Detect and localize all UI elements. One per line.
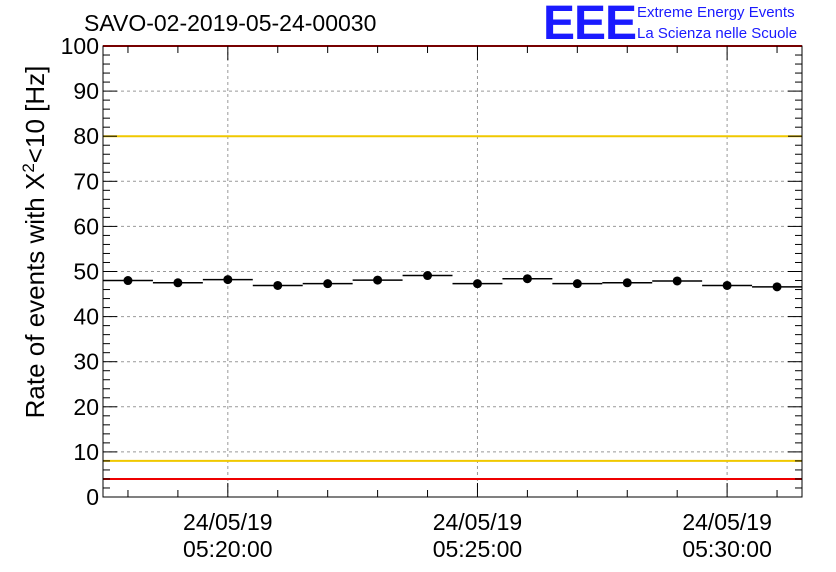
y-tick-label-10: 100 bbox=[61, 33, 99, 59]
eee-logo-line1: Extreme Energy Events bbox=[637, 4, 795, 21]
chart-title: SAVO-02-2019-05-24-00030 bbox=[84, 10, 377, 36]
data-point-13 bbox=[772, 282, 782, 292]
y-tick-label-7: 70 bbox=[73, 168, 99, 194]
x-tick-date-1: 24/05/19 bbox=[433, 509, 523, 535]
x-tick-date-0: 24/05/19 bbox=[183, 509, 273, 535]
y-tick-label-4: 40 bbox=[73, 304, 99, 330]
y-tick-label-3: 30 bbox=[73, 349, 99, 375]
data-point-8 bbox=[522, 274, 532, 284]
data-point-7 bbox=[472, 279, 482, 289]
data-point-12 bbox=[722, 280, 732, 290]
x-tick-time-0: 05:20:00 bbox=[183, 536, 273, 562]
x-tick-time-2: 05:30:00 bbox=[682, 536, 772, 562]
data-point-6 bbox=[423, 271, 433, 281]
x-tick-time-1: 05:25:00 bbox=[433, 536, 523, 562]
y-tick-label-6: 60 bbox=[73, 213, 99, 239]
data-point-1 bbox=[173, 278, 183, 288]
data-point-0 bbox=[123, 276, 133, 286]
data-point-10 bbox=[622, 278, 632, 288]
eee-logo-mark: EEE bbox=[543, 0, 637, 50]
data-point-9 bbox=[572, 279, 582, 289]
y-tick-label-9: 90 bbox=[73, 78, 99, 104]
data-point-2 bbox=[223, 275, 233, 285]
eee-logo-line2: La Scienza nelle Scuole bbox=[637, 25, 798, 42]
data-point-5 bbox=[373, 275, 383, 285]
data-point-11 bbox=[672, 276, 682, 286]
y-tick-label-2: 20 bbox=[73, 394, 99, 420]
x-tick-date-2: 24/05/19 bbox=[682, 509, 772, 535]
data-point-4 bbox=[323, 279, 333, 289]
y-tick-label-1: 10 bbox=[73, 439, 99, 465]
y-tick-label-8: 80 bbox=[73, 123, 99, 149]
y-tick-label-0: 0 bbox=[86, 484, 99, 510]
data-point-3 bbox=[273, 280, 283, 290]
y-tick-label-5: 50 bbox=[73, 259, 99, 285]
